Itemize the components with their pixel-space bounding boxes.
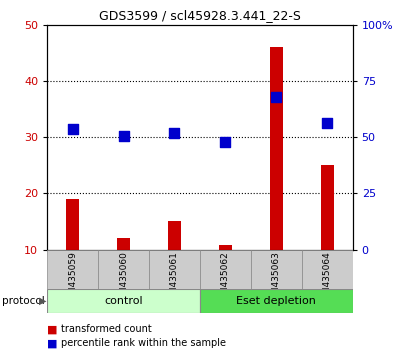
Point — [323, 120, 330, 126]
Text: GSM435062: GSM435062 — [220, 251, 229, 306]
Bar — [200, 250, 250, 289]
Title: GDS3599 / scl45928.3.441_22-S: GDS3599 / scl45928.3.441_22-S — [99, 9, 300, 22]
Text: Eset depletion: Eset depletion — [236, 296, 315, 306]
Bar — [301, 250, 352, 289]
Text: percentile rank within the sample: percentile rank within the sample — [61, 338, 225, 348]
Bar — [47, 250, 98, 289]
Bar — [148, 250, 200, 289]
Bar — [320, 165, 333, 250]
Text: GSM435060: GSM435060 — [119, 251, 128, 307]
Point — [120, 133, 126, 139]
Text: ▶: ▶ — [39, 296, 47, 306]
Text: transformed count: transformed count — [61, 324, 151, 334]
Text: GSM435059: GSM435059 — [68, 251, 77, 307]
Bar — [66, 199, 79, 250]
Text: protocol: protocol — [2, 296, 45, 306]
Bar — [117, 238, 130, 250]
Point — [171, 130, 177, 136]
Bar — [218, 245, 231, 250]
Point — [69, 126, 76, 132]
Point — [222, 139, 228, 144]
Text: GSM435064: GSM435064 — [322, 251, 331, 306]
Bar — [47, 289, 200, 313]
Point — [272, 94, 279, 99]
Text: GSM435063: GSM435063 — [271, 251, 280, 307]
Text: control: control — [104, 296, 142, 306]
Bar — [200, 289, 352, 313]
Bar — [269, 47, 282, 250]
Text: ■: ■ — [47, 338, 58, 348]
Bar — [250, 250, 301, 289]
Bar — [98, 250, 148, 289]
Text: ■: ■ — [47, 324, 58, 334]
Text: GSM435061: GSM435061 — [169, 251, 178, 307]
Bar — [168, 222, 180, 250]
